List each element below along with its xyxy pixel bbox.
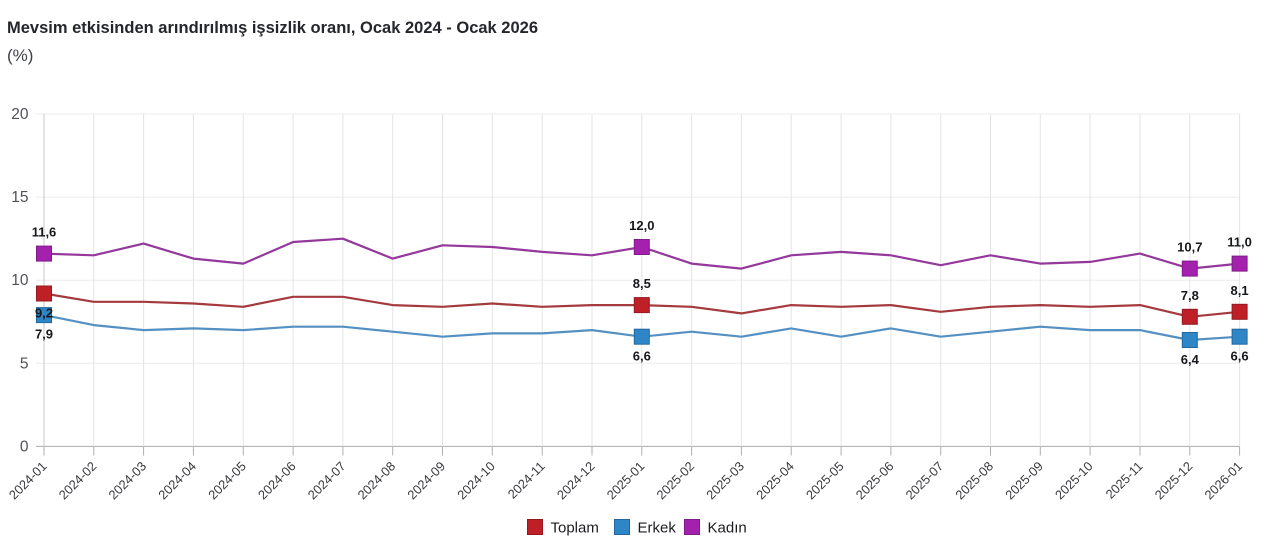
svg-text:15: 15 [11, 189, 28, 206]
svg-text:6,6: 6,6 [1231, 349, 1249, 364]
svg-text:7,9: 7,9 [35, 327, 53, 342]
svg-text:10,7: 10,7 [1177, 240, 1202, 255]
svg-text:0: 0 [20, 438, 29, 455]
svg-text:Kadın: Kadın [708, 520, 747, 537]
svg-text:Mevsim etkisinden arındırılmış: Mevsim etkisinden arındırılmış işsizlik … [7, 19, 538, 37]
svg-text:5: 5 [20, 355, 29, 372]
svg-text:7,8: 7,8 [1181, 288, 1199, 303]
svg-text:6,4: 6,4 [1181, 352, 1200, 367]
svg-text:8,5: 8,5 [633, 276, 651, 291]
svg-text:9,2: 9,2 [35, 306, 53, 321]
svg-text:12,0: 12,0 [629, 218, 654, 233]
svg-text:11,6: 11,6 [32, 225, 57, 240]
svg-text:6,6: 6,6 [633, 349, 651, 364]
svg-text:11,0: 11,0 [1227, 235, 1252, 250]
svg-text:(%): (%) [7, 46, 33, 65]
svg-text:10: 10 [11, 272, 29, 289]
svg-text:Toplam: Toplam [551, 520, 599, 537]
svg-text:Erkek: Erkek [638, 520, 677, 537]
svg-text:8,1: 8,1 [1231, 283, 1249, 298]
svg-text:20: 20 [11, 106, 29, 123]
